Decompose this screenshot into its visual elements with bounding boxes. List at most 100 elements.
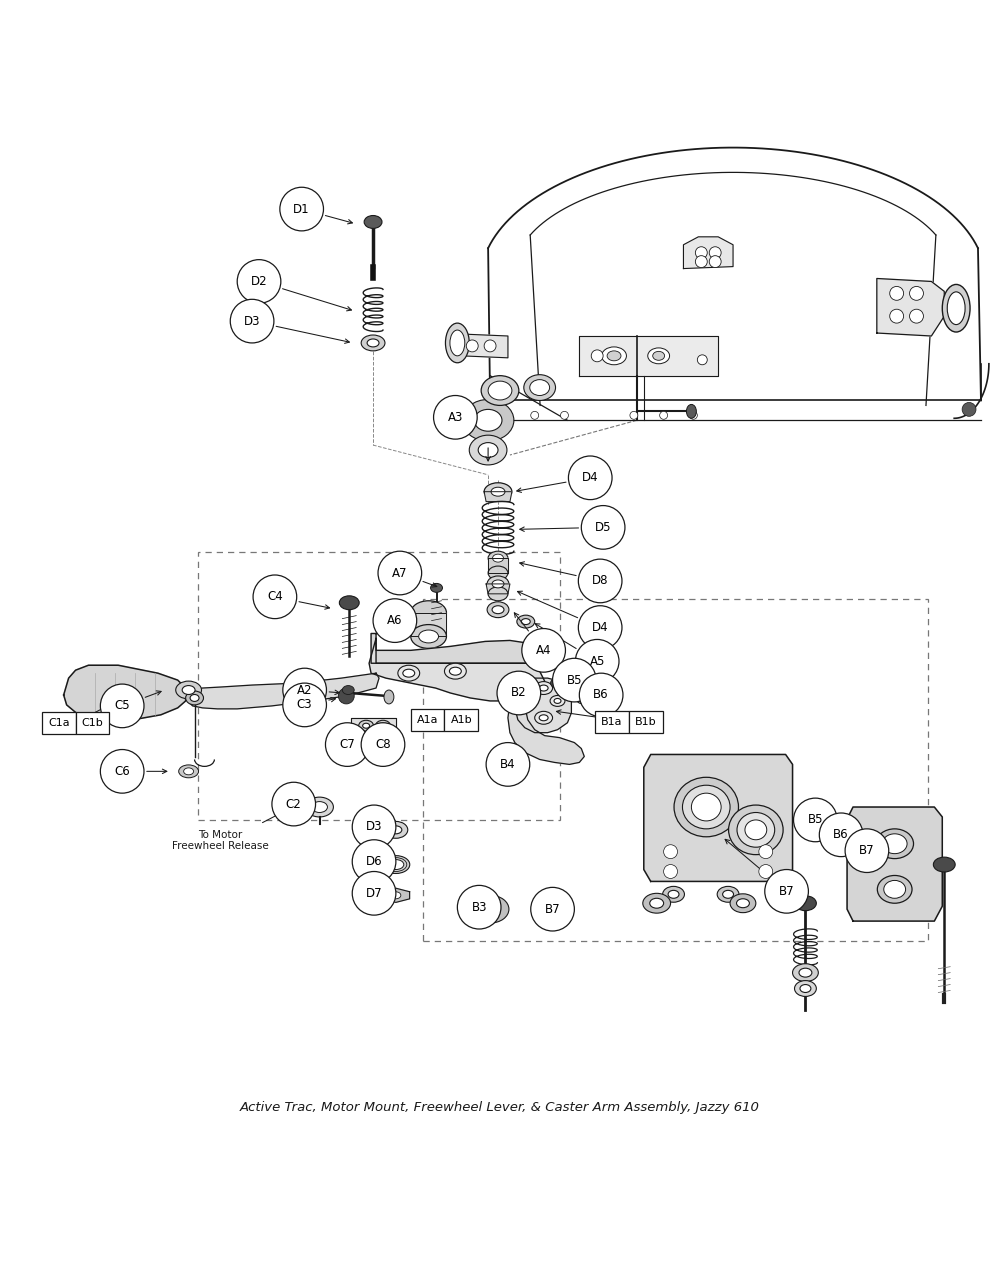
Ellipse shape: [481, 376, 519, 405]
Circle shape: [531, 887, 574, 931]
Circle shape: [338, 688, 354, 704]
Circle shape: [352, 840, 396, 883]
Circle shape: [578, 606, 622, 650]
Text: B1b: B1b: [635, 717, 657, 727]
Text: B7: B7: [545, 902, 560, 916]
Polygon shape: [351, 718, 396, 735]
Bar: [42, 712, 76, 734]
Ellipse shape: [306, 797, 333, 817]
Text: C2: C2: [286, 797, 302, 811]
Circle shape: [695, 256, 707, 267]
Polygon shape: [579, 336, 718, 376]
Ellipse shape: [179, 765, 199, 778]
Text: C4: C4: [267, 590, 283, 603]
Ellipse shape: [933, 856, 955, 872]
Polygon shape: [847, 807, 942, 921]
Ellipse shape: [810, 807, 828, 821]
Polygon shape: [484, 492, 512, 502]
Ellipse shape: [462, 399, 514, 441]
Ellipse shape: [501, 677, 519, 689]
Ellipse shape: [388, 859, 404, 869]
Text: D6: D6: [366, 855, 382, 868]
Ellipse shape: [488, 566, 508, 580]
Text: Active Trac, Motor Mount, Freewheel Lever, & Caster Arm Assembly, Jazzy 610: Active Trac, Motor Mount, Freewheel Leve…: [240, 1101, 760, 1114]
Ellipse shape: [361, 334, 385, 351]
Ellipse shape: [884, 881, 906, 898]
Ellipse shape: [480, 902, 500, 916]
Text: C1b: C1b: [82, 717, 103, 727]
Text: D3: D3: [244, 314, 260, 328]
Polygon shape: [461, 334, 508, 357]
Text: D4: D4: [582, 471, 599, 484]
Ellipse shape: [469, 435, 507, 465]
Text: B6: B6: [593, 688, 609, 702]
Ellipse shape: [492, 606, 504, 613]
Ellipse shape: [877, 875, 912, 903]
Circle shape: [100, 684, 144, 727]
Ellipse shape: [431, 583, 442, 593]
Circle shape: [591, 350, 603, 362]
Ellipse shape: [717, 887, 739, 902]
Polygon shape: [411, 613, 446, 636]
Text: B4: B4: [500, 758, 516, 770]
Text: C3: C3: [297, 698, 312, 711]
Ellipse shape: [384, 691, 394, 704]
Circle shape: [630, 412, 638, 419]
Circle shape: [962, 403, 976, 417]
Ellipse shape: [478, 442, 498, 457]
Polygon shape: [369, 639, 545, 701]
Ellipse shape: [411, 601, 446, 625]
Circle shape: [575, 640, 619, 683]
Text: D4: D4: [592, 621, 608, 634]
Circle shape: [378, 551, 422, 594]
Ellipse shape: [793, 964, 818, 982]
Ellipse shape: [815, 811, 824, 817]
Ellipse shape: [795, 896, 816, 911]
Ellipse shape: [398, 665, 420, 682]
Circle shape: [434, 395, 477, 440]
Ellipse shape: [471, 896, 509, 924]
Ellipse shape: [691, 793, 721, 821]
Ellipse shape: [942, 284, 970, 332]
Circle shape: [272, 782, 316, 826]
Circle shape: [522, 628, 565, 673]
Circle shape: [765, 869, 808, 914]
Ellipse shape: [312, 802, 327, 812]
Circle shape: [237, 260, 281, 303]
Ellipse shape: [363, 723, 370, 729]
Ellipse shape: [419, 630, 439, 642]
Ellipse shape: [607, 351, 621, 361]
Text: C6: C6: [114, 765, 130, 778]
Ellipse shape: [551, 678, 564, 688]
Text: B6: B6: [833, 829, 849, 841]
Ellipse shape: [492, 580, 504, 588]
Ellipse shape: [800, 984, 811, 992]
Circle shape: [664, 845, 678, 859]
Text: A5: A5: [589, 655, 605, 668]
Ellipse shape: [382, 855, 410, 873]
Circle shape: [531, 412, 539, 419]
Circle shape: [845, 829, 889, 873]
Polygon shape: [488, 559, 508, 573]
Bar: [76, 712, 109, 734]
Ellipse shape: [723, 891, 734, 898]
Ellipse shape: [493, 554, 503, 563]
Circle shape: [890, 286, 904, 300]
Circle shape: [579, 673, 623, 717]
Text: A1b: A1b: [451, 715, 472, 725]
Circle shape: [352, 805, 396, 849]
Ellipse shape: [190, 694, 199, 702]
Polygon shape: [486, 584, 510, 594]
Circle shape: [283, 668, 326, 712]
Ellipse shape: [550, 696, 565, 707]
Ellipse shape: [488, 551, 508, 565]
Bar: [444, 708, 478, 731]
Text: D8: D8: [592, 574, 608, 588]
Bar: [411, 708, 444, 731]
Ellipse shape: [663, 887, 684, 902]
Ellipse shape: [384, 821, 408, 839]
Ellipse shape: [836, 821, 852, 832]
Ellipse shape: [539, 685, 548, 691]
Ellipse shape: [876, 829, 914, 859]
Ellipse shape: [488, 587, 508, 601]
